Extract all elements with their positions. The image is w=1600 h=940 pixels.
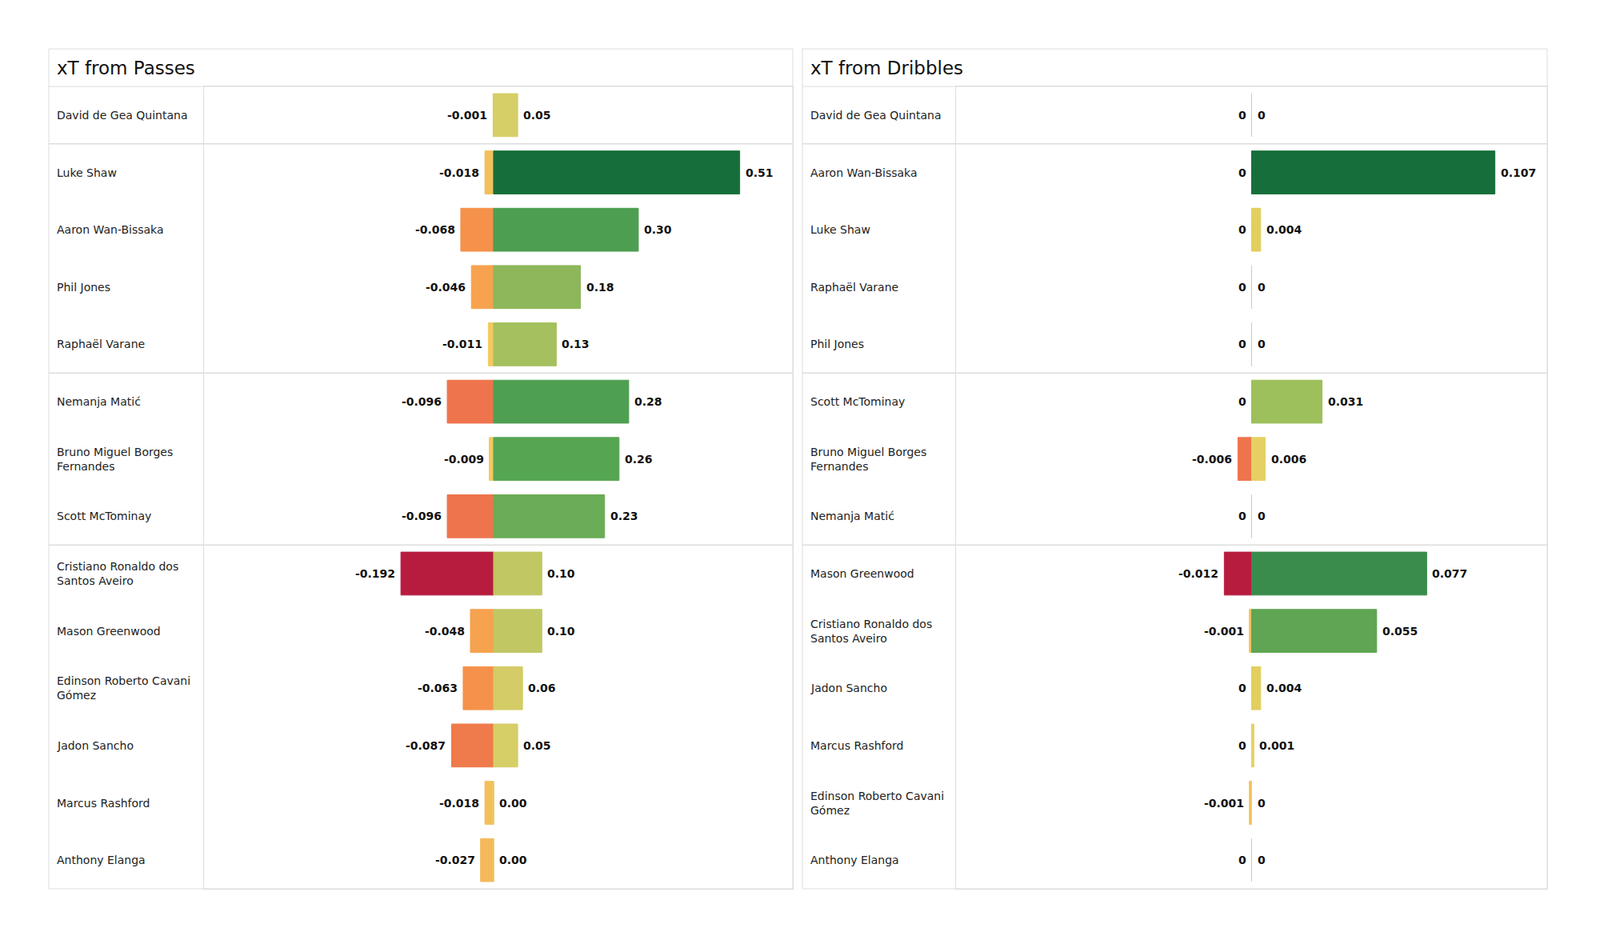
svg-text:Nemanja Matić: Nemanja Matić bbox=[56, 395, 141, 408]
svg-text:0.077: 0.077 bbox=[1432, 567, 1468, 580]
svg-text:-0.018: -0.018 bbox=[439, 166, 480, 180]
svg-text:Cristiano Ronaldo dosSantos Av: Cristiano Ronaldo dosSantos Aveiro bbox=[810, 617, 932, 645]
svg-text:-0.011: -0.011 bbox=[442, 337, 483, 351]
svg-text:Anthony Elanga: Anthony Elanga bbox=[810, 853, 900, 867]
svg-text:-0.192: -0.192 bbox=[355, 567, 396, 580]
svg-text:-0.006: -0.006 bbox=[1192, 452, 1232, 466]
svg-text:0.23: 0.23 bbox=[610, 509, 639, 523]
svg-text:0: 0 bbox=[1238, 337, 1247, 351]
svg-text:Edinson Roberto CavaniGómez: Edinson Roberto CavaniGómez bbox=[56, 674, 191, 702]
svg-text:Aaron Wan-Bissaka: Aaron Wan-Bissaka bbox=[810, 166, 918, 180]
svg-text:0.28: 0.28 bbox=[634, 395, 663, 408]
svg-text:0.05: 0.05 bbox=[523, 108, 552, 122]
svg-text:0.10: 0.10 bbox=[547, 567, 576, 580]
svg-text:0: 0 bbox=[1238, 853, 1247, 867]
svg-text:0.06: 0.06 bbox=[528, 681, 556, 695]
svg-text:Mason Greenwood: Mason Greenwood bbox=[810, 567, 915, 580]
svg-text:0.006: 0.006 bbox=[1271, 452, 1307, 466]
svg-text:0: 0 bbox=[1238, 280, 1247, 294]
svg-text:Jadon Sancho: Jadon Sancho bbox=[810, 681, 888, 695]
svg-text:Anthony Elanga: Anthony Elanga bbox=[56, 853, 146, 867]
svg-text:0.30: 0.30 bbox=[644, 223, 672, 236]
svg-text:0: 0 bbox=[1238, 223, 1247, 236]
svg-text:-0.027: -0.027 bbox=[435, 853, 476, 867]
svg-text:0.055: 0.055 bbox=[1382, 624, 1418, 638]
svg-text:-0.063: -0.063 bbox=[417, 681, 458, 695]
svg-text:0: 0 bbox=[1257, 280, 1266, 294]
svg-text:Bruno Miguel BorgesFernandes: Bruno Miguel BorgesFernandes bbox=[810, 445, 927, 473]
svg-text:0: 0 bbox=[1238, 108, 1247, 122]
svg-text:0: 0 bbox=[1238, 739, 1247, 752]
svg-text:-0.087: -0.087 bbox=[405, 739, 446, 752]
svg-text:-0.001: -0.001 bbox=[1204, 796, 1244, 810]
svg-text:Nemanja Matić: Nemanja Matić bbox=[810, 509, 895, 523]
svg-text:Raphaël Varane: Raphaël Varane bbox=[810, 280, 899, 294]
svg-text:xT from Dribbles: xT from Dribbles bbox=[810, 57, 964, 79]
svg-text:0: 0 bbox=[1257, 108, 1266, 122]
svg-text:0.10: 0.10 bbox=[547, 624, 576, 638]
svg-text:0: 0 bbox=[1238, 395, 1247, 408]
svg-text:-0.096: -0.096 bbox=[401, 395, 442, 408]
svg-text:Marcus Rashford: Marcus Rashford bbox=[810, 739, 904, 752]
svg-text:0.004: 0.004 bbox=[1266, 681, 1303, 695]
svg-text:0: 0 bbox=[1238, 681, 1247, 695]
svg-text:-0.009: -0.009 bbox=[444, 452, 484, 466]
svg-text:0.18: 0.18 bbox=[586, 280, 615, 294]
svg-text:-0.012: -0.012 bbox=[1178, 567, 1219, 580]
svg-text:0.107: 0.107 bbox=[1500, 166, 1536, 180]
svg-text:-0.001: -0.001 bbox=[1204, 624, 1244, 638]
svg-text:0.031: 0.031 bbox=[1328, 395, 1364, 408]
svg-text:Phil Jones: Phil Jones bbox=[56, 280, 111, 294]
svg-text:-0.046: -0.046 bbox=[425, 280, 466, 294]
svg-text:0.001: 0.001 bbox=[1259, 739, 1295, 752]
svg-text:0.51: 0.51 bbox=[745, 166, 774, 180]
svg-text:Edinson Roberto CavaniGómez: Edinson Roberto CavaniGómez bbox=[810, 789, 944, 817]
svg-text:Luke Shaw: Luke Shaw bbox=[810, 223, 871, 236]
svg-text:-0.068: -0.068 bbox=[415, 223, 456, 236]
svg-text:0: 0 bbox=[1257, 796, 1266, 810]
svg-text:Marcus Rashford: Marcus Rashford bbox=[56, 796, 150, 810]
svg-text:Bruno Miguel BorgesFernandes: Bruno Miguel BorgesFernandes bbox=[56, 445, 173, 473]
svg-text:David de Gea Quintana: David de Gea Quintana bbox=[810, 108, 942, 122]
svg-text:Raphaël Varane: Raphaël Varane bbox=[56, 337, 145, 351]
svg-text:0: 0 bbox=[1257, 337, 1266, 351]
svg-text:-0.001: -0.001 bbox=[447, 108, 488, 122]
svg-text:0.26: 0.26 bbox=[624, 452, 653, 466]
svg-text:Luke Shaw: Luke Shaw bbox=[56, 166, 117, 180]
svg-text:0: 0 bbox=[1257, 853, 1266, 867]
svg-text:Phil Jones: Phil Jones bbox=[810, 337, 864, 351]
svg-text:David de Gea Quintana: David de Gea Quintana bbox=[56, 108, 188, 122]
svg-text:0.00: 0.00 bbox=[499, 853, 528, 867]
svg-text:Cristiano Ronaldo dosSantos Av: Cristiano Ronaldo dosSantos Aveiro bbox=[56, 560, 179, 588]
svg-text:Scott McTominay: Scott McTominay bbox=[56, 509, 152, 523]
svg-text:0.05: 0.05 bbox=[523, 739, 552, 752]
svg-text:Aaron Wan-Bissaka: Aaron Wan-Bissaka bbox=[56, 223, 164, 236]
svg-text:-0.048: -0.048 bbox=[424, 624, 465, 638]
svg-text:0: 0 bbox=[1257, 509, 1266, 523]
svg-text:0.00: 0.00 bbox=[499, 796, 528, 810]
svg-text:Scott McTominay: Scott McTominay bbox=[810, 395, 905, 408]
svg-text:xT from Passes: xT from Passes bbox=[56, 57, 196, 79]
svg-text:0.13: 0.13 bbox=[561, 337, 590, 351]
svg-text:Jadon Sancho: Jadon Sancho bbox=[56, 739, 134, 752]
svg-text:0: 0 bbox=[1238, 166, 1247, 180]
svg-text:-0.096: -0.096 bbox=[401, 509, 442, 523]
svg-text:0.004: 0.004 bbox=[1266, 223, 1303, 236]
svg-text:-0.018: -0.018 bbox=[439, 796, 480, 810]
svg-text:Mason Greenwood: Mason Greenwood bbox=[56, 624, 161, 638]
svg-text:0: 0 bbox=[1238, 509, 1247, 523]
